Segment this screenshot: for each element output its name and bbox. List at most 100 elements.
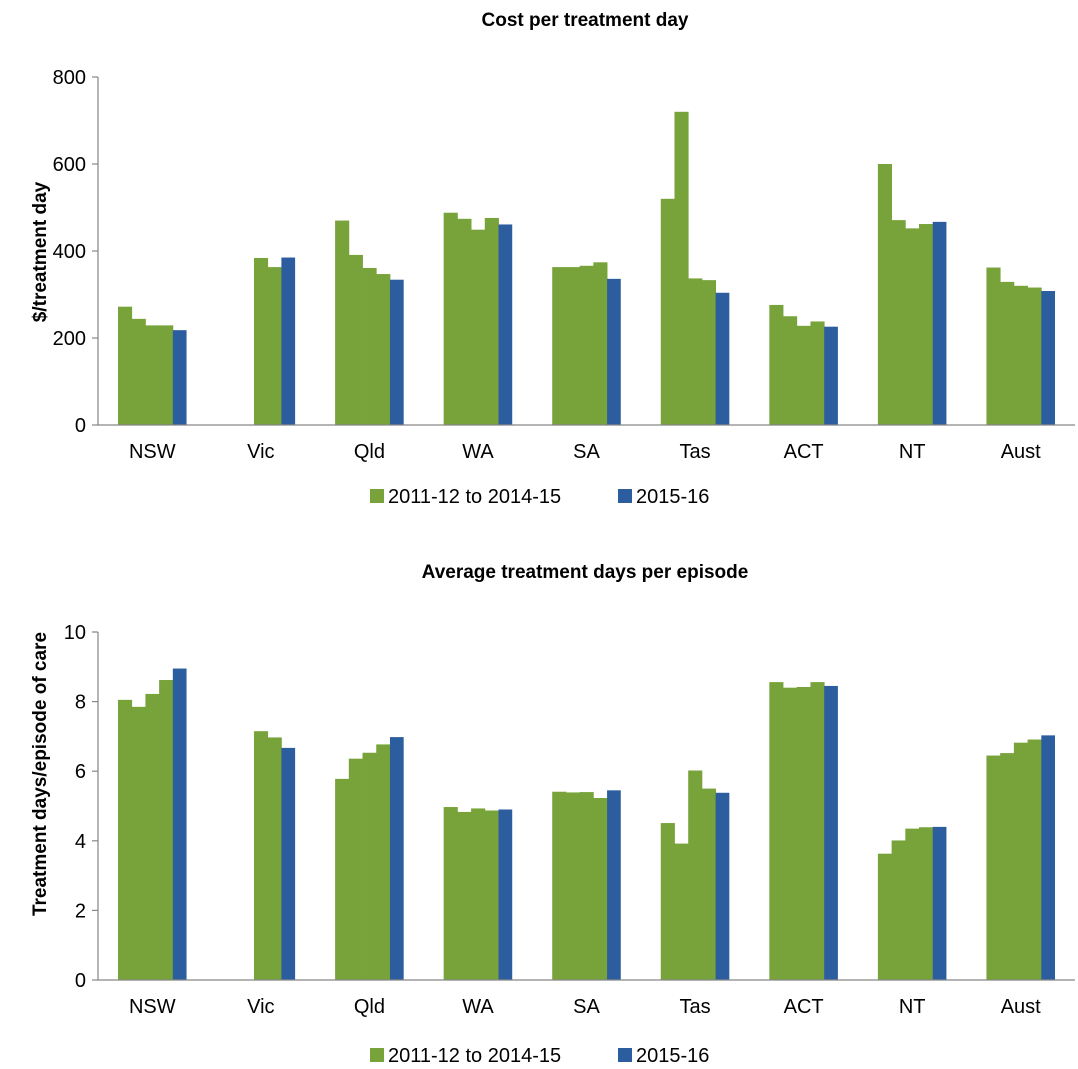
bar-nsw-historic-1: [118, 699, 133, 980]
legend: 2011-12 to 2014-15 2015-16: [370, 486, 709, 508]
bar-sa-historic-4: [593, 798, 608, 980]
x-tick-label: SA: [573, 441, 600, 463]
bar-aust-historic-1: [986, 755, 1001, 980]
y-tick-label: 4: [75, 831, 86, 853]
x-tick-label: Tas: [679, 441, 710, 463]
bar-qld-historic-1: [335, 778, 350, 980]
bar-vic-historic-3: [253, 257, 269, 425]
bar-qld-2015-16: [389, 737, 404, 980]
y-tick-label: 400: [53, 241, 86, 263]
bar-act-2015-16: [824, 685, 838, 980]
legend-swatch-current: [618, 1048, 632, 1062]
x-tick-label: ACT: [784, 996, 824, 1018]
plot-area: 0 2 4 6 8 10 NSW Vic Qld WA SA Tas ACT NT Aust: [64, 622, 1075, 1018]
bar-wa-historic-4: [484, 217, 499, 425]
bar-vic-2015-16: [281, 747, 296, 980]
bar-nsw-historic-2: [131, 318, 146, 425]
bar-qld-historic-4: [376, 744, 391, 980]
bar-aust-2015-16: [1041, 291, 1055, 425]
legend-label-historic: 2011-12 to 2014-15: [388, 486, 561, 508]
bar-tas-2015-16: [715, 792, 730, 980]
bar-nsw-2015-16: [172, 668, 187, 980]
y-tick-label: 800: [53, 67, 86, 89]
x-tick-label: NSW: [129, 441, 176, 463]
bar-qld-historic-3: [362, 267, 377, 425]
x-tick-label: NT: [899, 441, 926, 463]
x-tick-label: ACT: [784, 441, 824, 463]
bar-act-historic-2: [783, 316, 798, 425]
bar-tas-historic-1: [660, 823, 675, 980]
x-tick-label: Vic: [247, 996, 274, 1018]
bar-act-historic-3: [796, 686, 811, 980]
bar-act-historic-3: [796, 325, 811, 425]
x-tick-label: Aust: [1001, 996, 1041, 1018]
bar-qld-historic-2: [348, 758, 363, 980]
bar-sa-2015-16: [607, 790, 621, 980]
bar-wa-historic-4: [484, 810, 499, 980]
bar-tas-historic-3: [688, 770, 703, 980]
legend-label-current: 2015-16: [636, 486, 709, 508]
chart-title: Average treatment days per episode: [422, 562, 749, 583]
bar-act-historic-1: [769, 304, 784, 425]
bar-nt-historic-4: [919, 224, 934, 425]
bar-nt-historic-2: [891, 220, 906, 425]
x-tick-label: Qld: [354, 996, 385, 1018]
bar-act-2015-16: [824, 326, 838, 425]
bar-aust-historic-2: [1000, 281, 1015, 425]
bar-aust-historic-2: [1000, 753, 1015, 980]
bar-qld-2015-16: [389, 279, 404, 425]
bar-wa-historic-3: [471, 229, 486, 425]
bar-nt-historic-1: [877, 853, 892, 980]
legend-swatch-current: [618, 489, 632, 503]
bar-tas-historic-4: [701, 788, 717, 980]
legend-swatch-historic: [370, 1048, 384, 1062]
bar-nt-historic-3: [905, 228, 920, 425]
bar-vic-historic-4: [267, 267, 282, 425]
bar-qld-historic-3: [362, 752, 377, 980]
bar-sa-historic-3: [579, 792, 594, 980]
bar-vic-2015-16: [281, 257, 296, 425]
bar-aust-historic-3: [1013, 742, 1028, 980]
bar-qld-historic-2: [348, 254, 363, 425]
bar-nsw-historic-1: [118, 306, 133, 425]
x-tick-label: SA: [573, 996, 600, 1018]
bar-nt-historic-1: [877, 164, 892, 425]
bar-aust-2015-16: [1041, 735, 1055, 980]
bar-tas-historic-2: [674, 111, 689, 426]
x-tick-label: Aust: [1001, 441, 1041, 463]
bar-aust-historic-4: [1027, 287, 1042, 425]
y-tick-label: 0: [75, 415, 86, 437]
bar-aust-historic-4: [1027, 739, 1042, 980]
bar-wa-historic-2: [457, 811, 472, 980]
bar-tas-historic-2: [674, 843, 689, 980]
y-tick-label: 8: [75, 692, 86, 714]
bar-act-historic-1: [769, 682, 784, 980]
bar-wa-historic-1: [443, 212, 458, 425]
bar-qld-historic-1: [335, 220, 350, 425]
bar-sa-historic-3: [579, 265, 594, 425]
bar-sa-historic-4: [593, 262, 608, 425]
bar-nt-historic-3: [905, 828, 920, 980]
bar-wa-2015-16: [498, 809, 513, 980]
bar-act-historic-2: [783, 687, 798, 980]
x-tick-label: NT: [899, 996, 926, 1018]
legend-label-current: 2015-16: [636, 1045, 709, 1067]
bar-tas-2015-16: [715, 292, 730, 425]
bar-aust-historic-1: [986, 267, 1001, 425]
bar-sa-2015-16: [607, 278, 621, 425]
bar-act-historic-4: [810, 321, 825, 425]
y-tick-label: 10: [64, 622, 86, 644]
bar-nsw-historic-2: [131, 706, 146, 980]
bar-nsw-historic-3: [145, 693, 160, 980]
bar-vic-historic-3: [253, 731, 269, 980]
cost-per-treatment-day-chart: Cost per treatment day $/treatment day 0…: [30, 10, 1075, 508]
x-tick-label: Tas: [679, 996, 710, 1018]
bar-tas-historic-4: [701, 280, 717, 425]
bar-act-historic-4: [810, 682, 825, 980]
bar-nt-2015-16: [932, 221, 947, 425]
bar-nt-2015-16: [932, 826, 947, 980]
legend-swatch-historic: [370, 489, 384, 503]
plot-area: 0 200 400 600 800 NSW Vic Qld WA SA Tas ACT NT Aust: [53, 67, 1075, 463]
bar-tas-historic-1: [660, 198, 675, 425]
